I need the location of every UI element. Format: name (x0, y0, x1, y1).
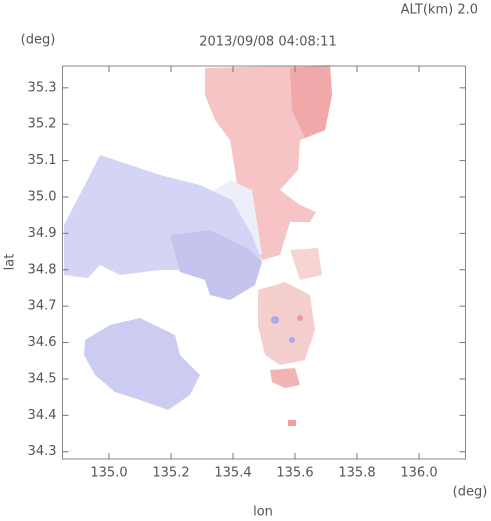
chart-title: 2013/09/08 04:08:11 (199, 35, 336, 50)
y-axis-label: lat (3, 254, 18, 271)
y-tick-label: 34.7 (28, 299, 57, 314)
x-tick-label: 136.0 (400, 466, 437, 481)
y-tick-label: 34.8 (28, 262, 57, 277)
x-tick-label: 135.2 (152, 466, 189, 481)
x-tick-label: 135.6 (276, 466, 313, 481)
y-tick-label: 35.3 (28, 80, 57, 95)
x-tick-label: 135.8 (338, 466, 375, 481)
y-tick-label: 34.3 (28, 444, 57, 459)
y-unit: (deg) (21, 33, 56, 48)
y-tick-label: 34.5 (28, 371, 57, 386)
velocity-field (64, 65, 332, 426)
y-tick-label: 35.0 (28, 190, 57, 205)
x-tick-label: 135.4 (214, 466, 251, 481)
y-tick-label: 35.1 (28, 153, 57, 168)
x-unit: (deg) (453, 485, 488, 500)
x-tick-label: 135.0 (90, 466, 127, 481)
x-axis-label: lon (253, 505, 273, 520)
y-tick-label: 35.2 (28, 117, 57, 132)
plot-frame (62, 65, 466, 460)
y-tick-label: 34.4 (28, 408, 57, 423)
y-tick-label: 34.9 (28, 226, 57, 241)
altitude-label: ALT(km) 2.0 (401, 3, 478, 18)
y-tick-label: 34.6 (28, 335, 57, 350)
